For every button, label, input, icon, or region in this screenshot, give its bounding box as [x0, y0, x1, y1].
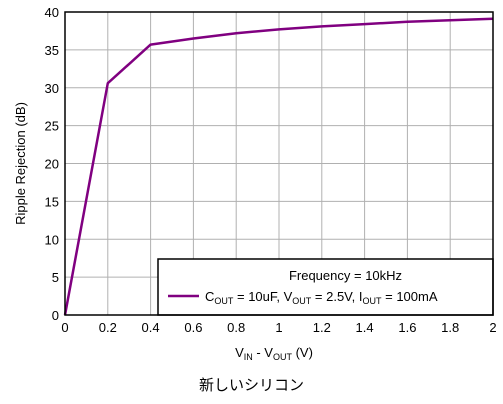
legend-entry: COUT = 10uF, VOUT = 2.5V, IOUT = 100mA	[205, 289, 438, 306]
x-axis-label-mid: - V	[253, 345, 274, 360]
series-layer	[63, 17, 494, 316]
legend-title: Frequency = 10kHz	[289, 268, 402, 283]
series-line-0	[63, 17, 494, 316]
legend-entry-part: = 10uF, V	[233, 289, 292, 304]
x-axis-label-sub2: OUT	[273, 352, 293, 362]
x-tick-label: 1.4	[356, 320, 374, 335]
y-tick-label: 30	[45, 81, 59, 96]
footer-caption: 新しいシリコン	[198, 376, 304, 394]
y-tick-label: 15	[45, 194, 59, 209]
x-axis-label-tail: (V)	[292, 345, 313, 360]
ripple-rejection-chart: 0 0.2 0.4 0.6 0.8 1 1.2 1.4 1.6 1.8 20510152025303…	[13, 5, 497, 362]
y-tick-label: 10	[45, 232, 59, 247]
legend-entry-part: = 100mA	[382, 289, 438, 304]
x-tick-label: 0.2	[99, 320, 117, 335]
legend-entry-part: OUT	[292, 296, 312, 306]
legend-entry-part: OUT	[363, 296, 383, 306]
legend-entry-part: C	[205, 289, 214, 304]
y-tick-label: 35	[45, 43, 59, 58]
x-tick-label: 1	[275, 320, 282, 335]
y-tick-label: 40	[45, 5, 59, 20]
x-tick-label: 0.4	[142, 320, 160, 335]
legend-entry-part: OUT	[214, 296, 234, 306]
x-tick-label: 1.6	[398, 320, 416, 335]
x-tick-label: 0	[61, 320, 68, 335]
x-tick-label: 1.8	[441, 320, 459, 335]
legend-entry-part: = 2.5V, I	[311, 289, 362, 304]
tick-labels: 0 0.2 0.4 0.6 0.8 1 1.2 1.4 1.6 1.8 20510152025303…	[45, 5, 497, 335]
x-axis-label: VIN - VOUT (V)	[235, 345, 313, 362]
x-tick-label: 1.2	[313, 320, 331, 335]
x-tick-label: 0.6	[184, 320, 202, 335]
y-tick-label: 5	[52, 270, 59, 285]
plot-frame	[64, 11, 494, 316]
y-tick-label: 20	[45, 157, 59, 172]
x-tick-label: 2	[489, 320, 496, 335]
y-tick-label: 0	[52, 308, 59, 323]
y-tick-label: 25	[45, 119, 59, 134]
x-axis-label-sub1: IN	[244, 352, 253, 362]
x-axis-label-main: V	[235, 345, 244, 360]
x-tick-label: 0.8	[227, 320, 245, 335]
y-axis-label: Ripple Rejection (dB)	[13, 102, 28, 225]
